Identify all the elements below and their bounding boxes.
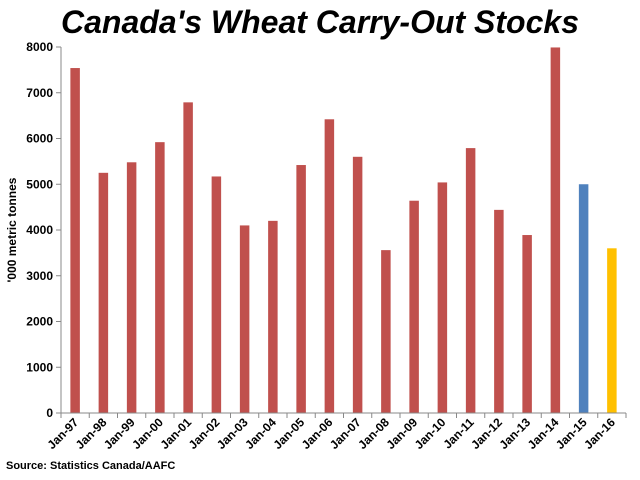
bar-jan-10: [437, 182, 448, 413]
bar-jan-02: [211, 176, 222, 413]
bar-jan-09: [409, 200, 419, 413]
bar-jan-00: [155, 142, 165, 413]
y-tick-label: 8000: [26, 40, 53, 54]
x-tick-label: Jan-10: [412, 415, 449, 452]
chart-title: Canada's Wheat Carry-Out Stocks: [61, 4, 579, 40]
bar-jan-15: [578, 184, 589, 413]
bar-jan-11: [465, 148, 476, 414]
bar-jan-97: [70, 68, 80, 414]
bar-jan-99: [126, 162, 137, 413]
bar-jan-04: [268, 220, 278, 413]
bar-jan-12: [494, 209, 504, 413]
bar-jan-13: [522, 235, 532, 413]
bar-jan-14: [550, 47, 561, 414]
bar-jan-98: [98, 172, 109, 413]
bar-jan-06: [324, 119, 335, 413]
x-tick-label: Jan-16: [581, 415, 618, 452]
y-tick-label: 0: [46, 406, 53, 420]
y-axis-label: '000 metric tonnes: [5, 177, 19, 282]
y-tick-label: 1000: [26, 360, 53, 374]
y-tick-label: 3000: [26, 269, 53, 283]
bar-jan-05: [296, 165, 306, 413]
bar-jan-07: [352, 156, 363, 414]
y-tick-label: 2000: [26, 315, 53, 329]
y-tick-label: 4000: [26, 223, 53, 237]
y-tick-label: 6000: [26, 132, 53, 146]
bar-jan-01: [183, 102, 193, 414]
bar-jan-03: [239, 225, 250, 413]
bar-jan-16: [607, 248, 617, 413]
bar-jan-08: [381, 250, 391, 413]
y-tick-label: 5000: [26, 177, 53, 191]
y-tick-label: 7000: [26, 86, 53, 100]
source-note: Source: Statistics Canada/AAFC: [6, 460, 176, 472]
